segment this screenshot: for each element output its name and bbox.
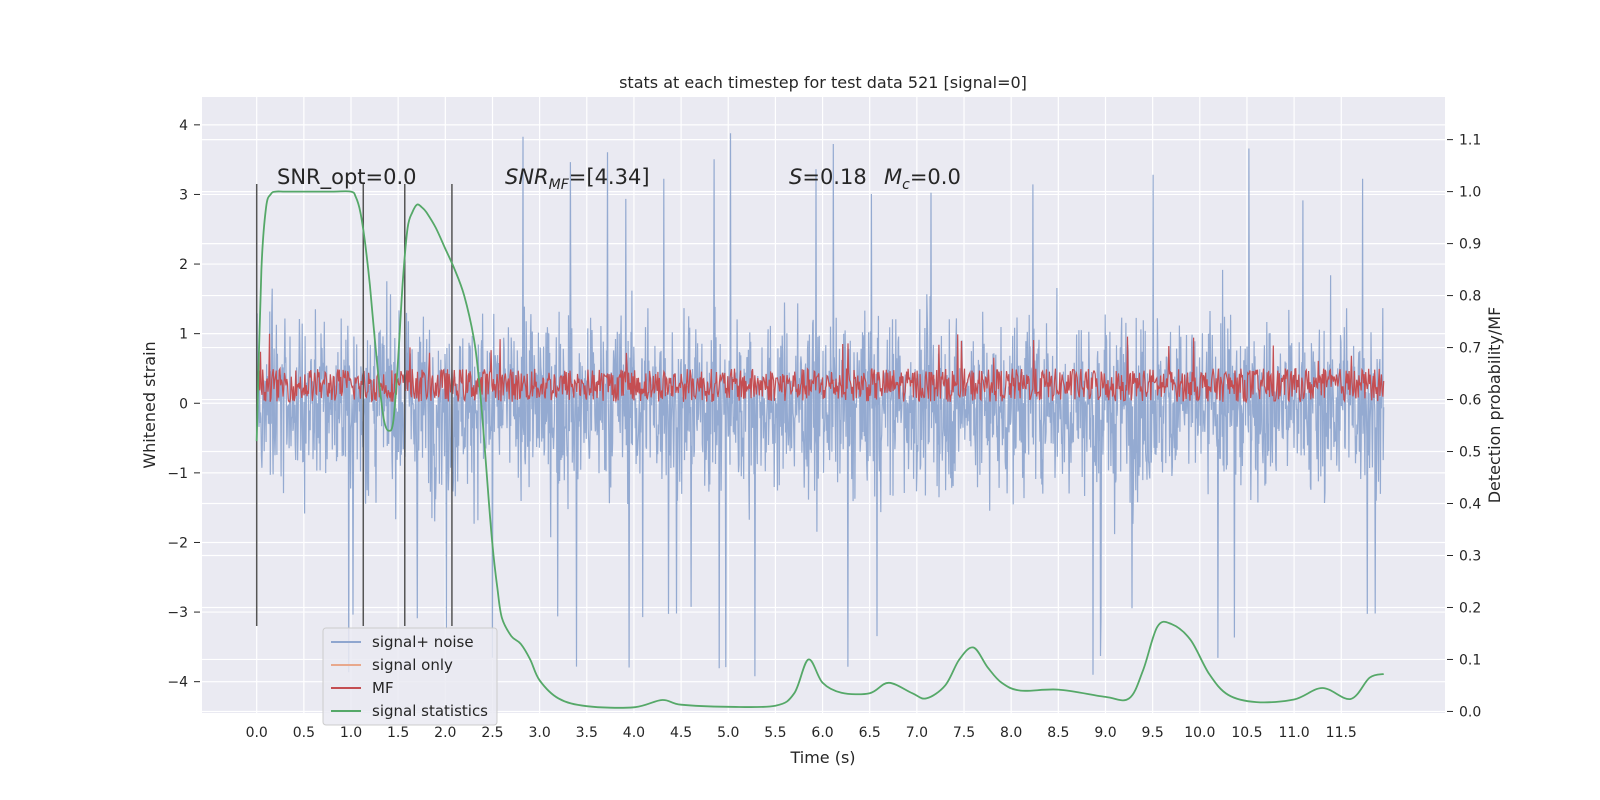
mf-series [256,333,1385,404]
legend-label-signal-only: signal only [372,656,453,674]
y2-tick-label: 0.6 [1459,393,1481,409]
x-tick-label: 9.5 [1142,725,1164,741]
y-tick-label: −4 [167,675,188,691]
signal-statistics-series [255,190,1384,709]
x-tick-label: 2.0 [434,725,456,741]
x-tick-label: 7.0 [906,725,928,741]
y-tick-label: −1 [167,466,188,482]
x-tick-label: 10.0 [1184,725,1215,741]
x-tick-label: 11.5 [1326,725,1357,741]
y2-tick-label: 1.1 [1459,133,1481,149]
x-tick-label: 8.0 [1000,725,1022,741]
y-tick-label: 3 [179,187,188,203]
x-tick-label: 1.0 [340,725,362,741]
x-axis-ticks: 0.0 0.5 1.0 1.5 2.0 2.5 3.0 3.5 4.0 4.5 5.0 5.5 6.0 6… [246,725,1357,741]
legend-label-signal-noise: signal+ noise [372,633,474,651]
x-tick-label: 10.5 [1231,725,1262,741]
x-tick-label: 0.5 [293,725,315,741]
y-tick-label: −2 [167,535,188,551]
legend-label-mf: MF [372,679,394,697]
y-tick-label: 2 [179,257,188,273]
legend-box [322,627,498,726]
x-tick-label: 8.5 [1047,725,1069,741]
x-tick-label: 6.5 [859,725,881,741]
y2-tick-label: 0.8 [1459,289,1481,305]
y-axis-label: Whitened strain [140,341,159,468]
chart-title: stats at each timestep for test data 521… [619,73,1027,92]
x-tick-label: 4.5 [670,725,692,741]
legend-label-signal-statistics: signal statistics [372,702,488,720]
x-tick-label: 6.0 [811,725,833,741]
x-tick-label: 9.0 [1094,725,1116,741]
x-tick-label: 1.5 [387,725,409,741]
x-axis-label: Time (s) [789,748,855,767]
x-tick-label: 4.0 [623,725,645,741]
x-tick-label: 11.0 [1279,725,1310,741]
right-y-axis-label: Detection probability/MF [1485,307,1504,504]
x-tick-label: 7.5 [953,725,975,741]
snr-mf-annotation: SNRMF=[4.34] [505,165,650,193]
y2-tick-label: 0.1 [1459,652,1481,668]
y-tick-label: 4 [179,118,188,134]
y2-tick-label: 0.4 [1459,497,1481,513]
y2-tick-label: 0.3 [1459,548,1481,564]
right-y-axis-ticks: 1.1 1.0 0.9 0.8 0.7 0.6 0.5 0.4 0.3 0.2 0.1 0.0 [1447,133,1481,720]
y-tick-label: 0 [179,396,188,412]
y2-tick-label: 0.0 [1459,704,1481,720]
x-tick-label: 3.5 [576,725,598,741]
s-annotation: S=0.18 [789,165,867,189]
y2-tick-label: 0.9 [1459,237,1481,253]
x-tick-label: 5.0 [717,725,739,741]
y2-tick-label: 1.0 [1459,185,1481,201]
mc-annotation: Mc=0.0 [884,165,961,193]
x-tick-label: 3.0 [528,725,550,741]
y2-tick-label: 0.2 [1459,600,1481,616]
y2-tick-label: 0.7 [1459,341,1481,357]
snr-opt-annotation: SNR_opt=0.0 [277,165,417,190]
left-y-gridlines [202,124,1445,683]
y-tick-label: 1 [179,327,188,343]
y2-tick-label: 0.5 [1459,445,1481,461]
legend: signal+ noise signal only MF signal stat… [322,627,498,726]
x-tick-label: 0.0 [246,725,268,741]
x-tick-label: 5.5 [764,725,786,741]
x-tick-label: 2.5 [481,725,503,741]
left-y-axis-ticks: 4 3 2 1 0 −1 −2 −3 −4 [167,118,200,691]
y-tick-label: −3 [167,605,188,621]
